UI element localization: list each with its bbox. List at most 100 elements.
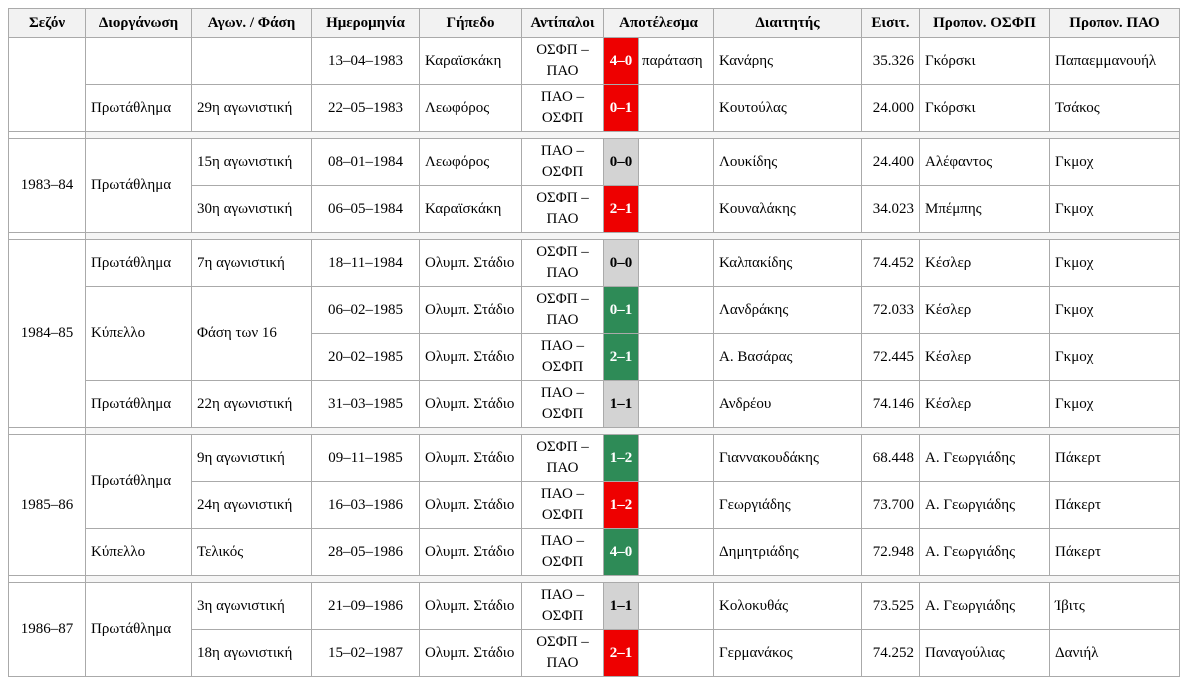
matches-table: Σεζόν Διοργάνωση Αγων. / Φάση Ημερομηνία Γήπ… [8,8,1180,677]
cell-competition: Πρωτάθλημα [85,380,192,428]
cell-coach-pao: Γκμοχ [1049,286,1180,334]
cell-phase: 15η αγωνιστική [191,138,312,186]
separator-cell [85,427,1180,435]
cell-season: 1986–87 [8,582,86,677]
cell-coach-osfp: Α. Γεωργιάδης [919,582,1050,630]
cell-attendance: 72.445 [861,333,920,381]
cell-score: 1–1 [603,380,639,428]
cell-referee: Λανδράκης [713,286,862,334]
cell-score: 1–2 [603,434,639,482]
cell-phase: 22η αγωνιστική [191,380,312,428]
cell-venue: Καραϊσκάκη [419,185,522,233]
cell-phase: Φάση των 16 [191,286,312,381]
table-header: Σεζόν Διοργάνωση Αγων. / Φάση Ημερομηνία Γήπ… [8,8,1180,38]
cell-date: 21–09–1986 [311,582,420,630]
cell-venue: Λεωφόρος [419,138,522,186]
match-row: Κύπελλο Τελικός 28–05–1986 Ολυμπ. Στάδιο ΠΑΟ… [9,528,1180,576]
cell-venue: Ολυμπ. Στάδιο [419,481,522,529]
cell-coach-osfp: Γκόρσκι [919,37,1050,85]
cell-coach-pao: Γκμοχ [1049,138,1180,186]
cell-date: 08–01–1984 [311,138,420,186]
header-competition: Διοργάνωση [85,8,192,38]
cell-attendance: 72.033 [861,286,920,334]
cell-coach-pao: Δανιήλ [1049,629,1180,677]
cell-coach-osfp: Κέσλερ [919,286,1050,334]
header-season: Σεζόν [8,8,86,38]
cell-score: 4–0 [603,37,639,85]
cell-date: 06–02–1985 [311,286,420,334]
cell-attendance: 74.146 [861,380,920,428]
cell-note: παράταση [638,37,714,85]
cell-attendance: 35.326 [861,37,920,85]
cell-coach-pao: Τσάκος [1049,84,1180,132]
cell-season: 1984–85 [8,239,86,428]
cell-opponents: ΟΣΦΠ – ΠΑΟ [521,434,604,482]
cell-coach-osfp: Μπέμπης [919,185,1050,233]
cell-competition: Πρωτάθλημα [85,84,192,132]
cell-phase [191,37,312,85]
cell-date: 22–05–1983 [311,84,420,132]
cell-season: 1985–86 [8,434,86,576]
header-coach-osfp: Προπον. ΟΣΦΠ [919,8,1050,38]
cell-coach-osfp: Παναγούλιας [919,629,1050,677]
cell-score: 0–1 [603,84,639,132]
cell-date: 13–04–1983 [311,37,420,85]
separator-season-cell [8,232,86,240]
cell-score: 0–0 [603,239,639,287]
cell-coach-osfp: Γκόρσκι [919,84,1050,132]
cell-attendance: 74.452 [861,239,920,287]
cell-venue: Λεωφόρος [419,84,522,132]
cell-attendance: 24.000 [861,84,920,132]
cell-referee: Γερμανάκος [713,629,862,677]
cell-note [638,434,714,482]
cell-score: 0–0 [603,138,639,186]
match-row: 18η αγωνιστική 15–02–1987 Ολυμπ. Στάδιο ΟΣΦ… [9,629,1180,677]
cell-venue: Ολυμπ. Στάδιο [419,286,522,334]
cell-competition [85,37,192,85]
cell-venue: Ολυμπ. Στάδιο [419,434,522,482]
cell-phase: 30η αγωνιστική [191,185,312,233]
cell-attendance: 73.525 [861,582,920,630]
cell-coach-pao: Γκμοχ [1049,333,1180,381]
cell-attendance: 68.448 [861,434,920,482]
match-row: Κύπελλο Φάση των 16 06–02–1985 Ολυμπ. Στάδι… [9,286,1180,381]
cell-date: 18–11–1984 [311,239,420,287]
match-row: 1983–84 Πρωτάθλημα 15η αγωνιστική 08–01–198… [8,138,1180,233]
header-opponents: Αντίπαλοι [521,8,604,38]
cell-venue: Ολυμπ. Στάδιο [419,380,522,428]
cell-coach-pao: Πάκερτ [1049,481,1180,529]
cell-note [638,239,714,287]
cell-note [638,629,714,677]
cell-opponents: ΟΣΦΠ – ΠΑΟ [521,629,604,677]
cell-opponents: ΠΑΟ – ΟΣΦΠ [521,380,604,428]
match-row: 13–04–1983 Καραϊσκάκη ΟΣΦΠ – ΠΑΟ 4–0 παράτασ… [8,37,1180,132]
cell-phase: 7η αγωνιστική [191,239,312,287]
match-row: 1986–87 Πρωτάθλημα 3η αγωνιστική 21–09–1986… [8,582,1180,677]
cell-referee: Κουτούλας [713,84,862,132]
cell-opponents: ΠΑΟ – ΟΣΦΠ [521,582,604,630]
cell-opponents: ΠΑΟ – ΟΣΦΠ [521,481,604,529]
match-row: 24η αγωνιστική 16–03–1986 Ολυμπ. Στάδιο ΠΑΟ… [9,481,1180,529]
cell-venue: Ολυμπ. Στάδιο [419,528,522,576]
header-date: Ημερομηνία [311,8,420,38]
cell-score: 2–1 [603,333,639,381]
separator-season-cell [8,131,86,139]
cell-date: 28–05–1986 [311,528,420,576]
cell-phase: 9η αγωνιστική [191,434,312,482]
cell-note [638,84,714,132]
cell-coach-pao: Παπαεμμανουήλ [1049,37,1180,85]
cell-phase: 18η αγωνιστική [191,629,312,677]
cell-competition: Πρωτάθλημα [85,582,192,677]
table-body: 13–04–1983 Καραϊσκάκη ΟΣΦΠ – ΠΑΟ 4–0 παράτασ… [8,37,1180,677]
cell-coach-osfp: Α. Γεωργιάδης [919,528,1050,576]
cell-venue: Ολυμπ. Στάδιο [419,582,522,630]
cell-referee: Κανάρης [713,37,862,85]
section-separator [8,575,1180,583]
cell-venue: Ολυμπ. Στάδιο [419,239,522,287]
section-separator [8,427,1180,435]
match-row: 20–02–1985 Ολυμπ. Στάδιο ΠΑΟ – ΟΣΦΠ 2–1 Α. Β… [9,333,1180,381]
separator-cell [85,575,1180,583]
cell-referee: Καλπακίδης [713,239,862,287]
cell-date: 06–05–1984 [311,185,420,233]
cell-coach-osfp: Κέσλερ [919,380,1050,428]
